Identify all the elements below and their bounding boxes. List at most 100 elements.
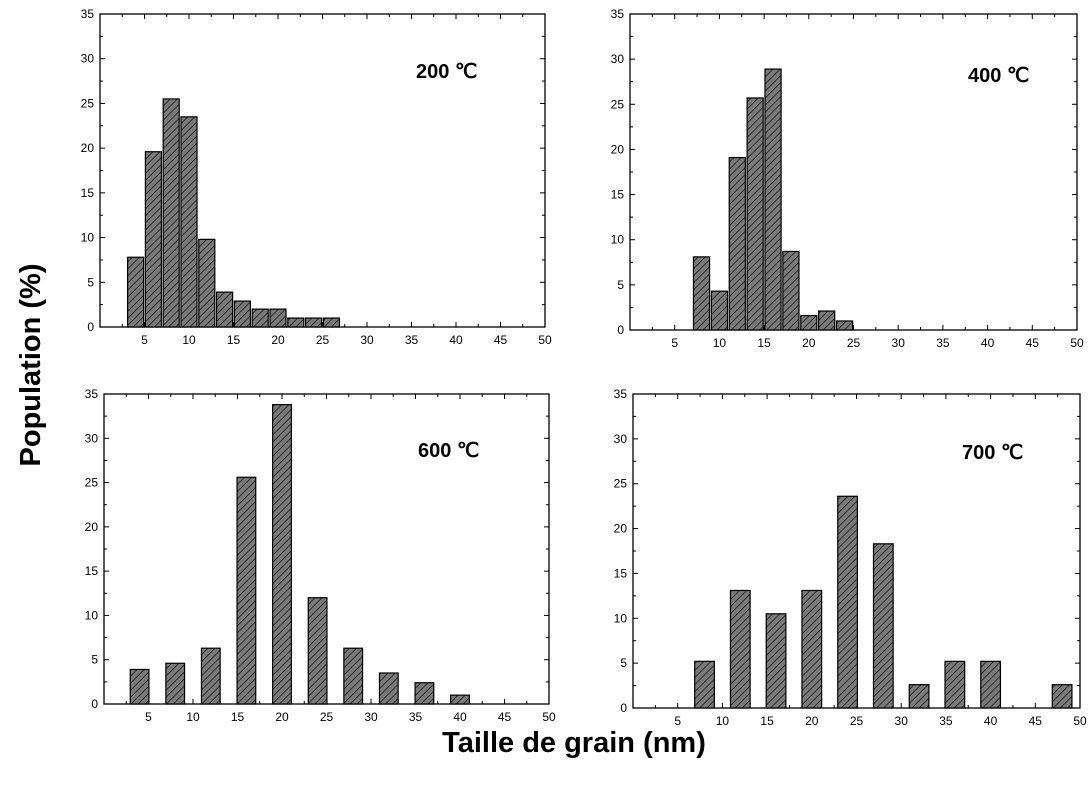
y-tick-label: 25 bbox=[85, 476, 99, 490]
x-tick-label: 20 bbox=[802, 336, 816, 350]
bar bbox=[980, 660, 1002, 709]
y-tick-label: 25 bbox=[81, 96, 95, 110]
bar bbox=[746, 97, 764, 331]
bar bbox=[233, 300, 252, 328]
y-tick-label: 30 bbox=[614, 432, 628, 446]
temperature-label: 200 ℃ bbox=[416, 61, 477, 83]
x-tick-label: 15 bbox=[757, 336, 771, 350]
x-tick-label: 10 bbox=[186, 710, 200, 724]
bar bbox=[287, 317, 305, 328]
x-tick-label: 5 bbox=[145, 710, 152, 724]
x-tick-label: 30 bbox=[895, 714, 909, 728]
y-tick-label: 5 bbox=[617, 278, 624, 292]
x-tick-label: 20 bbox=[271, 333, 285, 347]
x-tick-label: 25 bbox=[320, 710, 334, 724]
x-tick-label: 15 bbox=[760, 714, 774, 728]
bar bbox=[764, 68, 782, 331]
bar bbox=[872, 543, 894, 709]
x-tick-label: 30 bbox=[360, 333, 374, 347]
x-tick-label: 20 bbox=[805, 714, 819, 728]
bar bbox=[908, 684, 930, 709]
panel-600: 0 5 10 15 20 25 30 35 5 10 15 20 25 30 35 40 45 50 600 ℃ bbox=[85, 387, 556, 724]
bar bbox=[837, 495, 858, 709]
x-tick-label: 50 bbox=[538, 333, 552, 347]
y-tick-label: 10 bbox=[81, 231, 95, 245]
bar bbox=[322, 317, 341, 328]
y-tick-label: 20 bbox=[611, 142, 625, 156]
bar bbox=[818, 310, 836, 331]
bar bbox=[304, 317, 323, 328]
y-tick-label: 0 bbox=[91, 697, 98, 711]
bar bbox=[236, 476, 257, 705]
bar bbox=[414, 682, 435, 705]
y-tick-label: 0 bbox=[87, 320, 94, 334]
bar bbox=[694, 660, 715, 709]
x-tick-label: 40 bbox=[449, 333, 463, 347]
bar bbox=[728, 156, 746, 331]
y-tick-label: 20 bbox=[85, 520, 99, 534]
bar bbox=[729, 589, 751, 709]
x-tick-label: 35 bbox=[936, 336, 950, 350]
temperature-label: 700 ℃ bbox=[962, 442, 1023, 464]
x-tick-label: 35 bbox=[409, 710, 423, 724]
bar bbox=[126, 256, 145, 328]
x-tick-label: 15 bbox=[227, 333, 241, 347]
y-tick-label: 10 bbox=[611, 233, 625, 247]
bar bbox=[269, 308, 287, 328]
x-tick-label: 30 bbox=[892, 336, 906, 350]
x-tick-label: 25 bbox=[316, 333, 330, 347]
x-tick-label: 5 bbox=[671, 336, 678, 350]
y-tick-label: 25 bbox=[611, 97, 625, 111]
y-tick-label: 0 bbox=[617, 323, 624, 337]
panel-700: 0 5 10 15 20 25 30 35 5 10 15 20 25 30 35 40 45 50 700 ℃ bbox=[614, 387, 1087, 728]
y-tick-label: 5 bbox=[87, 275, 94, 289]
y-tick-label: 15 bbox=[611, 188, 625, 202]
y-tick-label: 5 bbox=[620, 656, 627, 670]
y-tick-label: 10 bbox=[614, 611, 628, 625]
bar bbox=[343, 647, 364, 705]
bar bbox=[144, 151, 163, 328]
panel-400: 0 5 10 15 20 25 30 35 5 10 15 20 25 30 35 40 45 50 400 ℃ bbox=[611, 7, 1084, 350]
x-tick-label: 45 bbox=[1029, 714, 1043, 728]
y-tick-label: 20 bbox=[614, 522, 628, 536]
y-tick-label: 35 bbox=[81, 7, 95, 21]
y-tick-label: 5 bbox=[91, 653, 98, 667]
bar bbox=[215, 291, 234, 328]
bar bbox=[1051, 684, 1073, 709]
bar bbox=[180, 116, 198, 328]
bar bbox=[450, 694, 470, 705]
x-tick-label: 40 bbox=[984, 714, 998, 728]
x-tick-label: 5 bbox=[674, 714, 681, 728]
x-tick-label: 50 bbox=[542, 710, 556, 724]
x-tick-label: 45 bbox=[494, 333, 508, 347]
x-tick-label: 50 bbox=[1070, 336, 1084, 350]
bar bbox=[200, 647, 221, 705]
y-tick-label: 30 bbox=[81, 52, 95, 66]
bar bbox=[782, 250, 800, 331]
x-tick-label: 35 bbox=[405, 333, 419, 347]
y-tick-label: 20 bbox=[81, 141, 95, 155]
bar bbox=[765, 613, 787, 709]
bar bbox=[378, 672, 399, 705]
x-tick-label: 40 bbox=[981, 336, 995, 350]
panel-200: 0 5 10 15 20 25 30 35 5 10 15 20 25 30 35 40 45 50 200 ℃ bbox=[81, 7, 552, 347]
bar bbox=[801, 589, 823, 709]
bar bbox=[272, 404, 292, 705]
bar bbox=[835, 320, 854, 331]
y-tick-label: 35 bbox=[614, 387, 628, 401]
y-tick-label: 15 bbox=[81, 186, 95, 200]
bar bbox=[692, 256, 711, 331]
y-tick-label: 35 bbox=[611, 7, 625, 21]
x-tick-label: 10 bbox=[182, 333, 196, 347]
bar bbox=[251, 308, 269, 328]
bar bbox=[944, 660, 966, 709]
temperature-label: 600 ℃ bbox=[418, 440, 479, 462]
x-tick-label: 50 bbox=[1073, 714, 1087, 728]
x-tick-label: 10 bbox=[713, 336, 727, 350]
bar bbox=[129, 668, 150, 705]
y-tick-label: 30 bbox=[85, 431, 99, 445]
x-tick-label: 40 bbox=[453, 710, 467, 724]
y-tick-label: 15 bbox=[85, 564, 99, 578]
x-tick-label: 25 bbox=[847, 336, 861, 350]
